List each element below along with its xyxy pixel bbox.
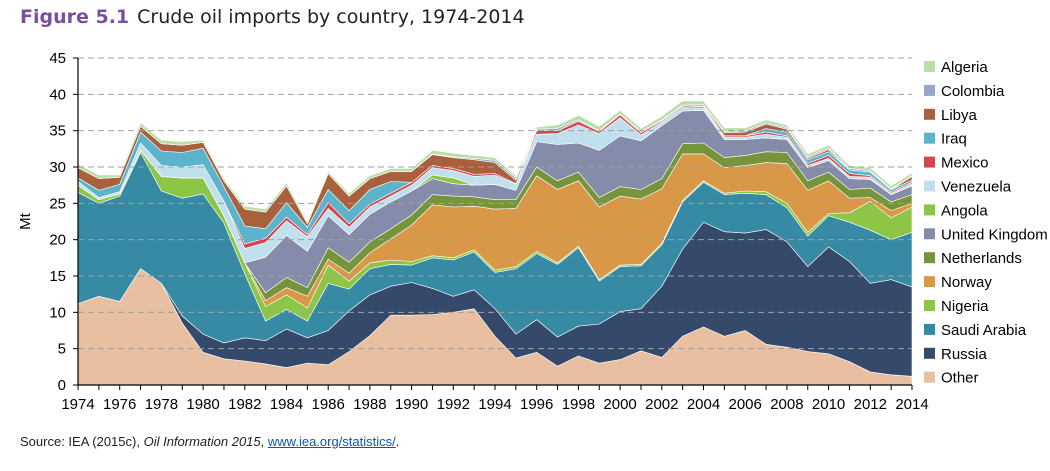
y-tick-label: 40 [49, 86, 66, 103]
gridlines [78, 57, 912, 350]
x-tick-label: 1986 [312, 396, 345, 413]
legend-swatch-algeria [924, 61, 935, 72]
y-tick-label: 5 [58, 341, 66, 358]
y-tick-label: 45 [49, 50, 66, 67]
x-tick-label: 1978 [145, 396, 178, 413]
x-tick-label: 1996 [520, 396, 553, 413]
legend-swatch-russia [924, 347, 935, 359]
legend-swatch-angola [924, 204, 935, 216]
legend-swatch-saudi-arabia [924, 323, 935, 335]
legend-swatch-nigeria [924, 300, 935, 311]
y-tick-label: 35 [49, 123, 66, 140]
y-tick-label: 30 [49, 159, 66, 176]
x-tick-label: 1998 [562, 396, 595, 413]
legend-label-algeria: Algeria [941, 59, 988, 76]
legend-swatch-united-kingdom [924, 228, 935, 240]
legend-label-venezuela: Venezuela [941, 179, 1012, 196]
legend-swatch-libya [924, 108, 935, 120]
legend-label-saudi-arabia: Saudi Arabia [941, 322, 1027, 339]
x-tick-label: 2014 [895, 396, 928, 413]
area-series-group [77, 100, 913, 386]
figure-title: Figure 5.1 Crude oil imports by country, … [20, 6, 525, 28]
axes: 0 5 10 15 20 25 30 35 40 45 Mt 1974 1976 1978 1980 1982… [17, 50, 929, 413]
figure-title-text: Crude oil imports by country, 1974-2014 [137, 6, 525, 28]
legend-swatch-mexico [924, 156, 935, 168]
x-tick-label: 1982 [228, 396, 261, 413]
stacked-area-chart: 0 5 10 15 20 25 30 35 40 45 Mt 1974 1976 1978 1980 1982… [17, 50, 1048, 413]
legend-label-libya: Libya [941, 107, 978, 124]
y-tick-label: 25 [49, 195, 66, 212]
legend-label-norway: Norway [941, 274, 992, 291]
x-tick-label: 1984 [270, 396, 303, 413]
y-tick-label: 15 [49, 268, 66, 285]
source-link[interactable]: www.iea.org/statistics/ [267, 434, 396, 449]
legend-label-nigeria: Nigeria [941, 298, 989, 315]
legend-swatch-iraq [924, 132, 935, 144]
legend-label-iraq: Iraq [941, 131, 967, 148]
legend-label-united-kingdom: United Kingdom [941, 226, 1048, 243]
legend: Algeria Colombia Libya Iraq Mexico Venezuela A… [924, 59, 1048, 387]
legend-label-netherlands: Netherlands [941, 250, 1022, 267]
legend-label-other: Other [941, 370, 979, 387]
figure-number: Figure 5.1 [20, 6, 130, 28]
source-note: Source: IEA (2015c), Oil Information 201… [20, 434, 399, 449]
x-tick-label: 2002 [645, 396, 678, 413]
y-tick-label: 0 [58, 377, 66, 394]
source-prefix: Source: IEA (2015c), [20, 434, 144, 449]
x-tick-label: 2008 [770, 396, 803, 413]
legend-swatch-netherlands [924, 252, 935, 264]
legend-swatch-venezuela [924, 180, 935, 192]
legend-label-russia: Russia [941, 346, 988, 363]
x-tick-label: 1994 [478, 396, 511, 413]
legend-label-angola: Angola [941, 202, 988, 219]
legend-swatch-other [924, 371, 935, 383]
x-tick-label: 1980 [186, 396, 219, 413]
x-tick-label: 1990 [395, 396, 428, 413]
legend-swatch-colombia [924, 84, 935, 96]
x-tick-label: 2010 [812, 396, 845, 413]
source-publication: Oil Information 2015 [143, 434, 261, 449]
y-axis-label: Mt [17, 212, 34, 229]
legend-label-mexico: Mexico [941, 155, 989, 172]
y-tick-label: 10 [49, 304, 66, 321]
source-separator: , [260, 434, 268, 449]
y-tick-label: 20 [49, 232, 66, 249]
x-tick-label: 1976 [103, 396, 136, 413]
source-suffix: . [395, 434, 400, 449]
x-tick-label: 2000 [603, 396, 636, 413]
x-tick-label: 1974 [61, 396, 94, 413]
x-tick-label: 1988 [353, 396, 386, 413]
x-tick-label: 2004 [687, 396, 720, 413]
area-algeria [77, 100, 913, 225]
x-tick-label: 1992 [437, 396, 470, 413]
legend-swatch-norway [924, 276, 935, 288]
legend-label-colombia: Colombia [941, 83, 1005, 100]
x-tick-label: 2006 [729, 396, 762, 413]
x-tick-label: 2012 [854, 396, 887, 413]
